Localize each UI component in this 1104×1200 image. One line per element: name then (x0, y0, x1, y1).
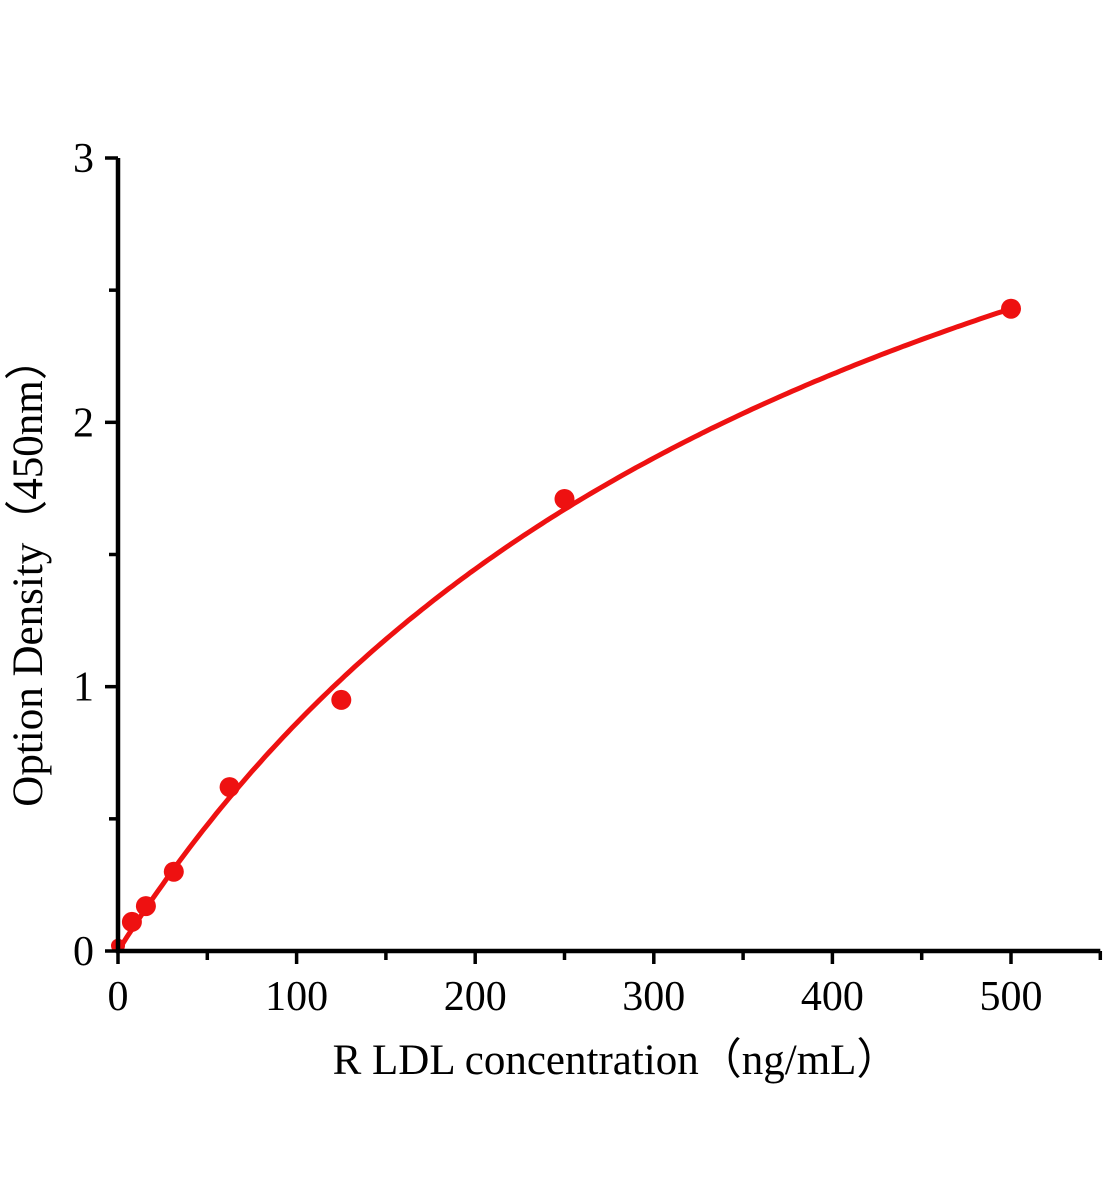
y-tick-label: 2 (73, 400, 94, 446)
data-point-marker (219, 777, 240, 798)
y-tick-label: 3 (73, 136, 94, 182)
data-point-marker (121, 911, 142, 932)
x-tick-label: 500 (980, 974, 1043, 1020)
data-point-marker (163, 861, 184, 882)
x-tick-label: 0 (108, 974, 129, 1020)
axis-lines (115, 158, 1101, 954)
axes-layer (105, 156, 1103, 964)
data-point-marker (135, 896, 156, 917)
x-tick-label: 200 (444, 974, 507, 1020)
data-points-layer (111, 298, 1021, 953)
data-point-marker (1001, 298, 1021, 319)
x-tick-label: 100 (265, 974, 328, 1020)
x-tick-label: 300 (622, 974, 685, 1020)
fit-curve-layer (115, 306, 1014, 954)
y-tick-label: 1 (73, 665, 94, 711)
x-axis-title: R LDL concentration（ng/mL） (333, 1037, 900, 1084)
data-point-marker (331, 689, 352, 710)
y-tick-label: 0 (73, 929, 94, 975)
fit-curve (115, 306, 1014, 954)
tick-labels-layer: 0 100 200 300 400 500 0 1 2 3 (73, 136, 1043, 1020)
data-point-marker (554, 489, 575, 509)
x-tick-label: 400 (801, 974, 864, 1020)
y-axis-title: Option Density（450nm） (5, 337, 52, 806)
